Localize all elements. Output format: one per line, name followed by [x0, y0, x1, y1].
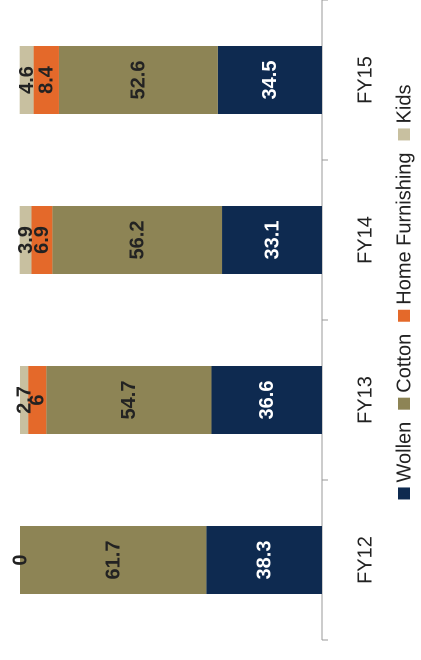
- x-tick-label: FY12: [354, 536, 376, 584]
- bar-segment: [52, 206, 223, 274]
- data-label: 56.2: [126, 221, 148, 260]
- data-label: 54.7: [118, 381, 140, 420]
- legend-swatch: [398, 487, 410, 500]
- bar-segment: [206, 526, 322, 594]
- data-label: 2.7: [13, 386, 35, 414]
- data-label: 38.3: [253, 541, 275, 580]
- x-tick-label: FY15: [354, 56, 376, 104]
- data-label: 34.5: [259, 61, 281, 100]
- data-label: 4.6: [16, 66, 38, 94]
- bar-segment: [46, 366, 212, 434]
- bar-segment: [33, 46, 59, 114]
- data-label: 33.1: [261, 221, 283, 260]
- bar-segment: [31, 206, 53, 274]
- data-label: 8.4: [36, 65, 58, 94]
- x-tick-label: FY14: [354, 216, 376, 264]
- data-label: 6: [26, 394, 48, 405]
- bar-segment: [211, 366, 322, 434]
- legend-label: Wollen: [393, 422, 415, 483]
- bar-segment: [20, 526, 207, 594]
- data-label: 61.7: [102, 541, 124, 580]
- rotated-plot: FY12 38.3 61.7 0 FY13 36.6 54.7 62.7 FY14 33.1 56.…: [9, 0, 415, 641]
- data-label: 36.6: [256, 381, 278, 420]
- legend-swatch: [398, 309, 410, 322]
- data-label: 52.6: [128, 61, 150, 100]
- legend-label: Kids: [393, 85, 415, 124]
- legend-swatch: [398, 128, 410, 141]
- x-tick-label: FY13: [354, 376, 376, 424]
- bar-segment: [19, 206, 32, 274]
- bar-segment: [19, 46, 34, 114]
- legend-label: Cotton: [393, 334, 415, 393]
- legend-swatch: [398, 397, 410, 410]
- bar-segment: [222, 206, 322, 274]
- bar-segment: [58, 46, 218, 114]
- data-label: 6.9: [31, 226, 53, 254]
- bar-segment: [28, 366, 47, 434]
- bar-segment: [217, 46, 322, 114]
- legend-label: Home Furnishing: [393, 152, 415, 304]
- data-label: 0: [9, 554, 31, 565]
- bar-segment: [20, 366, 29, 434]
- data-label: 3.9: [15, 226, 37, 254]
